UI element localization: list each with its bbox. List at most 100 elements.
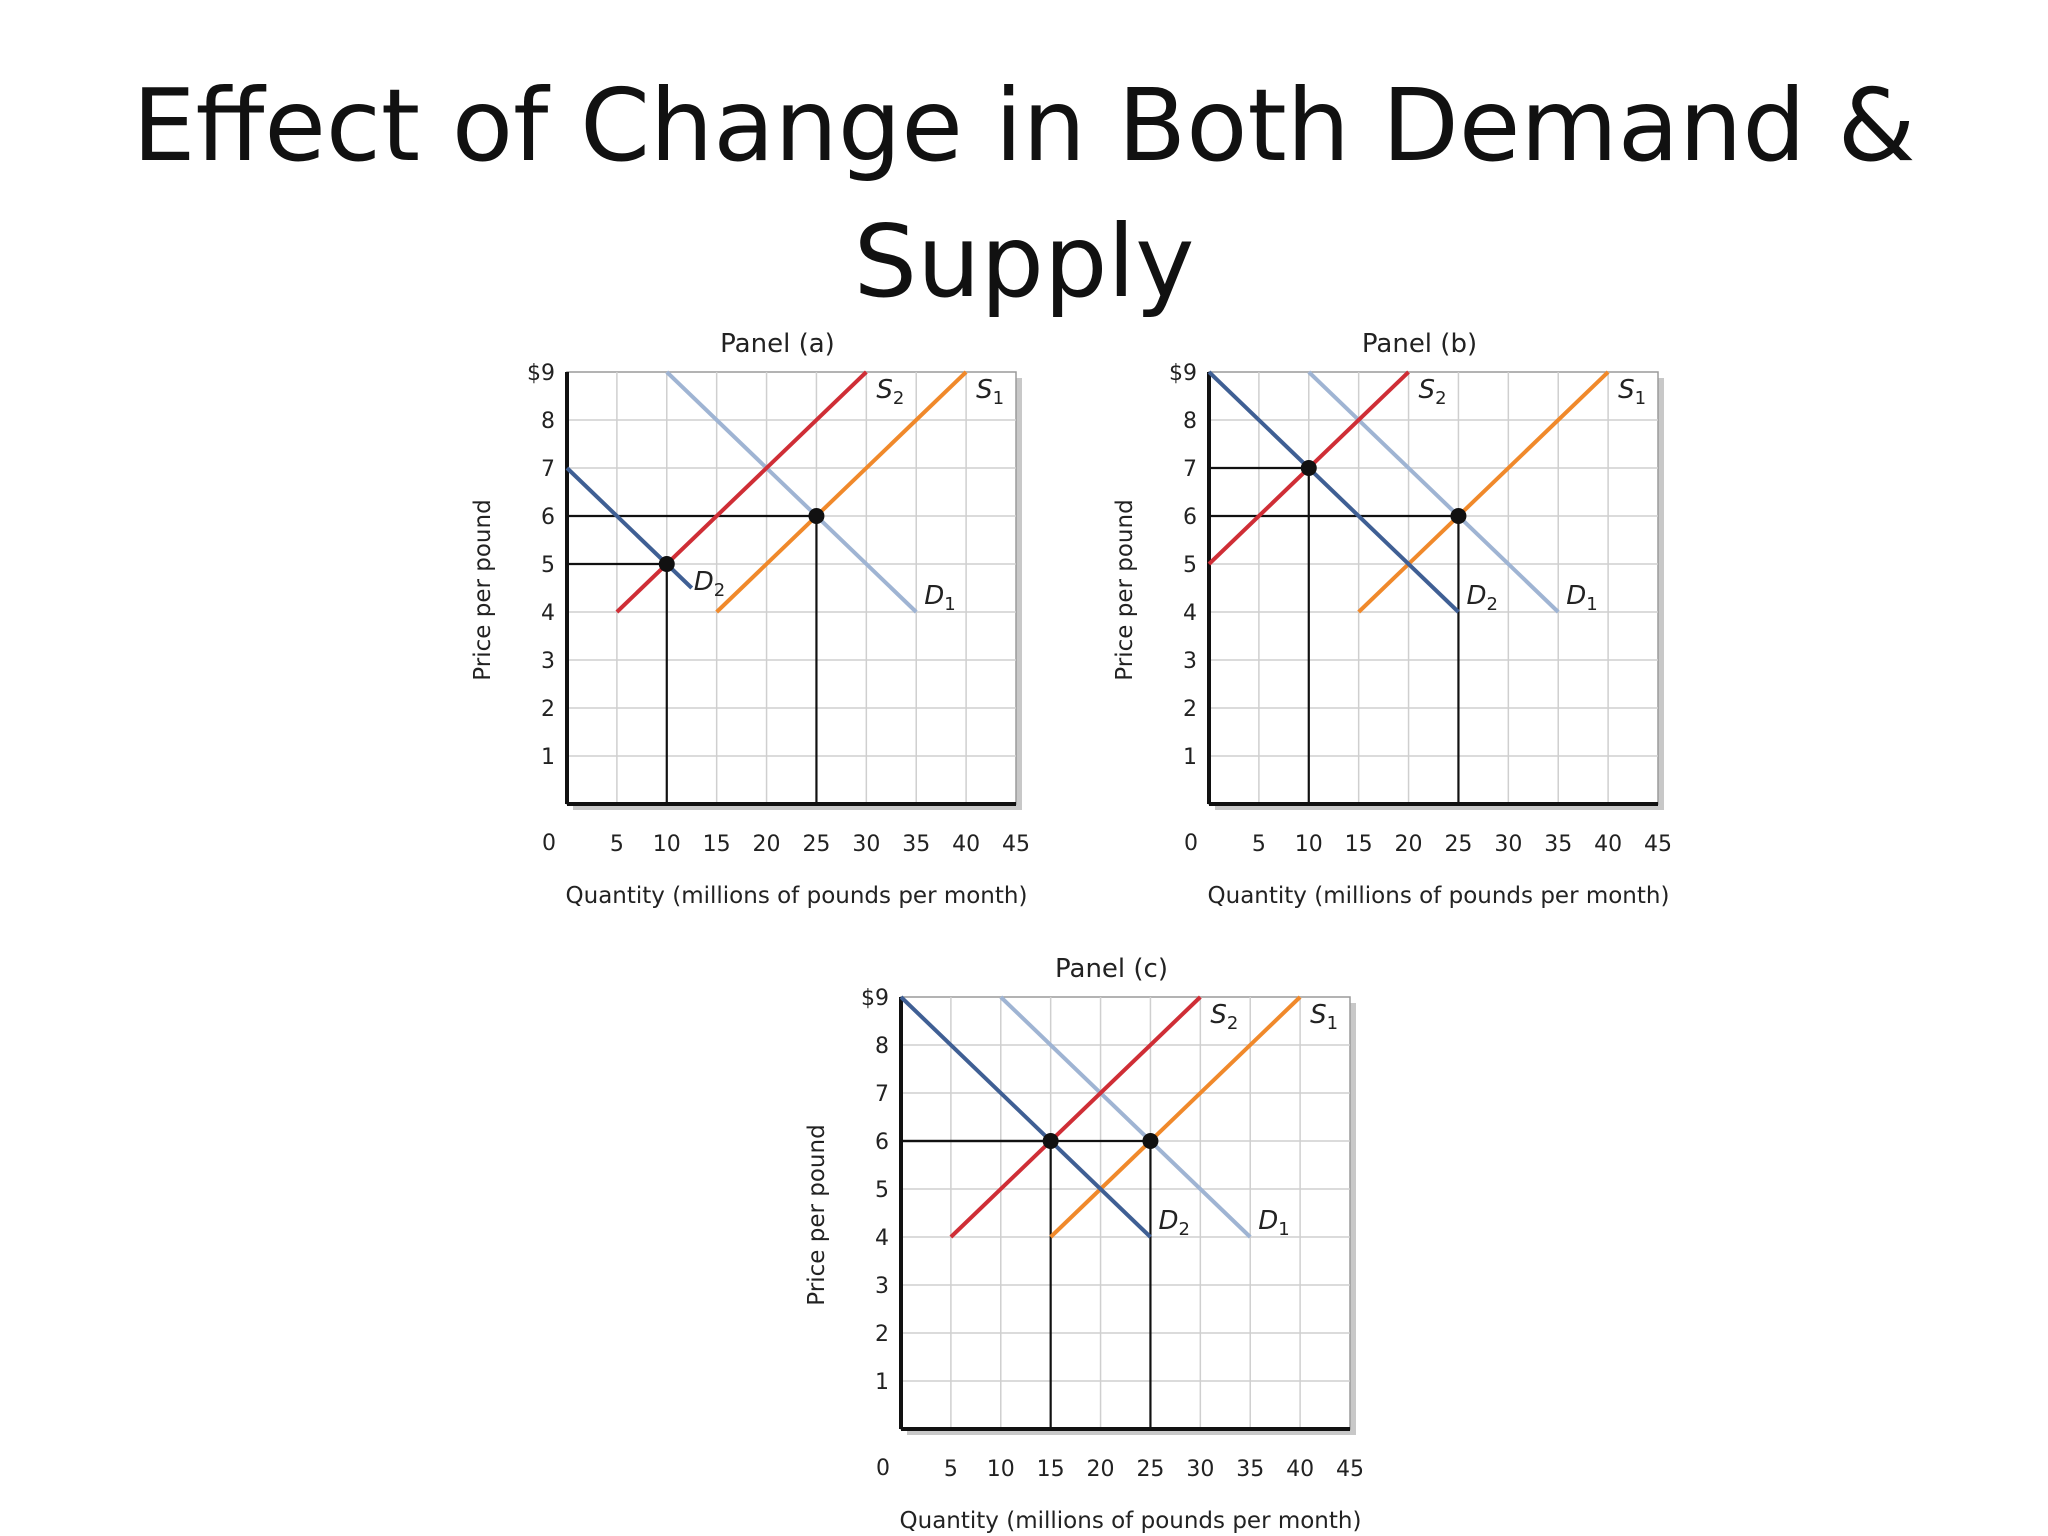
x-tick-label: 0: [876, 1456, 890, 1481]
series-label-s1: S1: [976, 375, 1004, 409]
panel-c: S1 S2 D1 D2 Panel (c) 1 2 3 4 5 6 7 8 $9 0 5 10 15 20 25 30 3…: [804, 954, 1364, 1534]
series-label-s2: S2: [1419, 375, 1447, 409]
y-tick-label: 2: [1183, 697, 1197, 722]
panel-title: Panel (a): [720, 329, 835, 359]
series-label-d2: D2: [1466, 581, 1497, 615]
x-axis-label: Quantity (millions of pounds per month): [566, 883, 1028, 909]
x-tick-label: 25: [1444, 832, 1472, 857]
series-line-s1: [1357, 370, 1610, 614]
series-label-d1: D1: [1258, 1206, 1289, 1240]
y-tick-label: 7: [875, 1082, 889, 1107]
y-tick-label: 3: [875, 1274, 889, 1299]
x-tick-label: 15: [1037, 1457, 1065, 1482]
series-line-s2: [615, 370, 868, 614]
y-tick-label: 2: [541, 697, 555, 722]
y-tick-label: 8: [1183, 409, 1197, 434]
y-axis-label: Price per pound: [470, 499, 496, 680]
series-line-d2: [899, 995, 1152, 1239]
x-tick-label: 0: [542, 831, 556, 856]
slide-title-line-1: Effect of Change in Both Demand &: [132, 67, 1916, 184]
x-tick-label: 10: [987, 1457, 1015, 1482]
x-tick-label: 30: [1186, 1457, 1214, 1482]
y-tick-label: 4: [541, 601, 555, 626]
x-tick-label: 15: [703, 832, 731, 857]
x-tick-label: 20: [1395, 832, 1423, 857]
x-tick-label: 5: [944, 1457, 958, 1482]
series-label-d2: D2: [1158, 1206, 1189, 1240]
y-tick-label: 3: [541, 649, 555, 674]
x-tick-label: 30: [1494, 832, 1522, 857]
y-tick-label: 8: [541, 409, 555, 434]
series-line-d1: [1307, 370, 1560, 614]
y-axis-label: Price per pound: [1112, 499, 1138, 680]
equilibrium-point: [1042, 1133, 1059, 1149]
y-tick-label: $9: [1169, 361, 1197, 386]
equilibrium-point: [808, 508, 825, 524]
x-tick-label: 40: [1594, 832, 1622, 857]
slide-title-line-2: Supply: [853, 203, 1195, 320]
series-line-d1: [665, 370, 918, 614]
x-tick-label: 25: [802, 832, 830, 857]
x-tick-label: 20: [753, 832, 781, 857]
x-tick-label: 45: [1002, 832, 1030, 857]
x-tick-label: 0: [1184, 831, 1198, 856]
y-tick-label: 5: [541, 553, 555, 578]
y-tick-label: 4: [1183, 601, 1197, 626]
equilibrium-point: [1300, 460, 1317, 476]
x-axis-label: Quantity (millions of pounds per month): [1208, 883, 1670, 909]
y-tick-label: 1: [1183, 745, 1197, 770]
series-label-d1: D1: [1566, 581, 1597, 615]
x-tick-label: 45: [1644, 832, 1672, 857]
series-label-s2: S2: [1210, 1000, 1238, 1034]
x-tick-label: 20: [1087, 1457, 1115, 1482]
x-tick-label: 15: [1345, 832, 1373, 857]
plot-area: [566, 371, 1017, 805]
series-line-s2: [949, 995, 1202, 1239]
x-tick-label: 25: [1136, 1457, 1164, 1482]
x-tick-label: 35: [1544, 832, 1572, 857]
y-tick-label: 5: [1183, 553, 1197, 578]
series-label-s1: S1: [1310, 1000, 1338, 1034]
y-tick-label: 8: [875, 1034, 889, 1059]
x-tick-label: 40: [952, 832, 980, 857]
y-tick-label: $9: [527, 361, 555, 386]
x-axis-label: Quantity (millions of pounds per month): [900, 1508, 1362, 1534]
x-tick-label: 30: [852, 832, 880, 857]
y-tick-label: 6: [875, 1130, 889, 1155]
x-tick-label: 5: [1252, 832, 1266, 857]
y-tick-label: 7: [541, 457, 555, 482]
panel-title: Panel (b): [1362, 329, 1477, 359]
y-axis-label: Price per pound: [804, 1124, 830, 1305]
x-tick-label: 35: [1236, 1457, 1264, 1482]
x-tick-label: 10: [653, 832, 681, 857]
series-label-d2: D2: [694, 567, 725, 601]
panel-title: Panel (c): [1055, 954, 1168, 984]
x-tick-label: 10: [1295, 832, 1323, 857]
series-line-d1: [999, 995, 1252, 1239]
y-tick-label: 2: [875, 1322, 889, 1347]
x-tick-label: 40: [1286, 1457, 1314, 1482]
y-tick-label: 3: [1183, 649, 1197, 674]
series-label-d1: D1: [924, 581, 955, 615]
series-line-s1: [715, 370, 968, 614]
y-tick-label: $9: [861, 986, 889, 1011]
y-tick-label: 6: [541, 505, 555, 530]
equilibrium-point: [658, 556, 675, 572]
y-tick-label: 4: [875, 1226, 889, 1251]
x-tick-label: 35: [902, 832, 930, 857]
slide-title: Effect of Change in Both Demand & Supply: [0, 58, 2048, 330]
equilibrium-point: [1142, 1133, 1159, 1149]
y-tick-label: 5: [875, 1178, 889, 1203]
series-line-d2: [1207, 370, 1460, 614]
y-tick-label: 6: [1183, 505, 1197, 530]
y-tick-label: 1: [541, 745, 555, 770]
x-tick-label: 5: [610, 832, 624, 857]
series-label-s2: S2: [876, 375, 904, 409]
series-line-s1: [1049, 995, 1302, 1239]
equilibrium-point: [1450, 508, 1467, 524]
y-tick-label: 1: [875, 1370, 889, 1395]
y-tick-label: 7: [1183, 457, 1197, 482]
